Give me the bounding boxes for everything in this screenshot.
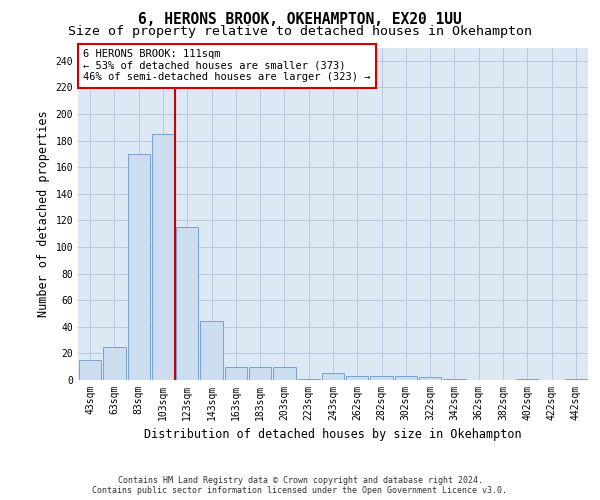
Text: 6 HERONS BROOK: 111sqm
← 53% of detached houses are smaller (373)
46% of semi-de: 6 HERONS BROOK: 111sqm ← 53% of detached… [83, 49, 371, 82]
Bar [346, 376, 368, 380]
Bar [419, 378, 442, 380]
Bar [322, 374, 344, 380]
Bar [103, 347, 125, 380]
X-axis label: Distribution of detached houses by size in Okehampton: Distribution of detached houses by size … [144, 428, 522, 442]
Bar [370, 376, 393, 380]
Bar [565, 378, 587, 380]
Bar [79, 360, 101, 380]
Bar [152, 134, 174, 380]
Bar [443, 378, 466, 380]
Bar [224, 366, 247, 380]
Bar [298, 378, 320, 380]
Bar [176, 227, 199, 380]
Bar [249, 366, 271, 380]
Text: Contains HM Land Registry data © Crown copyright and database right 2024.
Contai: Contains HM Land Registry data © Crown c… [92, 476, 508, 495]
Bar [273, 366, 296, 380]
Bar [200, 322, 223, 380]
Bar [395, 376, 417, 380]
Bar [516, 378, 538, 380]
Text: 6, HERONS BROOK, OKEHAMPTON, EX20 1UU: 6, HERONS BROOK, OKEHAMPTON, EX20 1UU [138, 12, 462, 28]
Bar [128, 154, 150, 380]
Text: Size of property relative to detached houses in Okehampton: Size of property relative to detached ho… [68, 25, 532, 38]
Y-axis label: Number of detached properties: Number of detached properties [37, 110, 50, 317]
